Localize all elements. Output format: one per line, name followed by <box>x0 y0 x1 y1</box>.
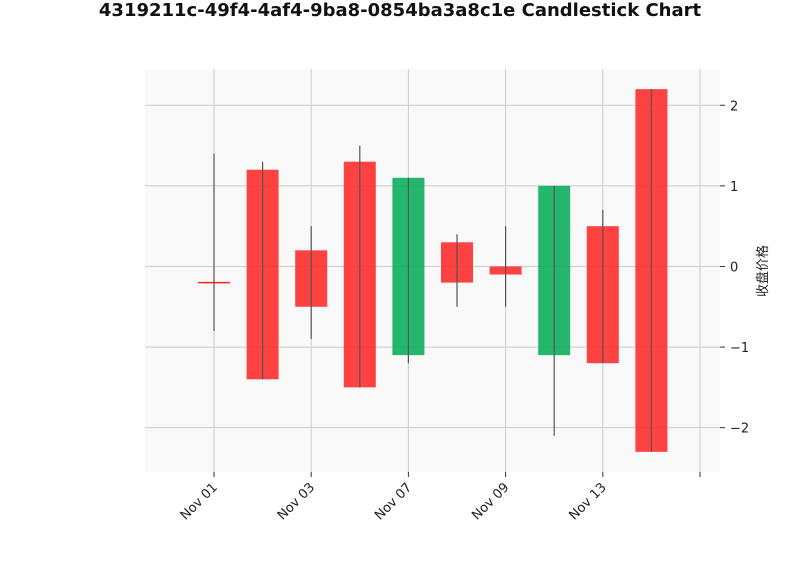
x-tick-label: Nov 03 <box>275 480 318 523</box>
candle <box>295 226 328 340</box>
candle <box>198 153 230 331</box>
x-tick-label: Nov 01 <box>178 480 221 523</box>
y-tick-label: −2 <box>730 422 749 437</box>
candle <box>246 161 279 380</box>
plot-area-background <box>145 69 720 472</box>
x-tick-label: Nov 09 <box>469 480 512 523</box>
chart-title: 4319211c-49f4-4af4-9ba8-0854ba3a8c1e Can… <box>98 0 702 21</box>
candles <box>198 89 668 452</box>
candle <box>635 89 668 452</box>
candle <box>538 185 571 436</box>
candle <box>489 226 522 307</box>
candle <box>343 145 376 388</box>
y-tick-label: 2 <box>730 99 738 114</box>
x-tick-label: Nov 13 <box>566 480 609 523</box>
candle <box>392 177 425 364</box>
x-tick-label: Nov 07 <box>372 480 415 523</box>
candle <box>441 234 473 307</box>
candle <box>586 210 619 364</box>
y-tick-label: 1 <box>730 180 738 195</box>
y-tick-label: 0 <box>730 260 738 275</box>
y-tick-label: −1 <box>730 341 749 356</box>
y-axis-label: 收盘价格 <box>755 245 771 297</box>
